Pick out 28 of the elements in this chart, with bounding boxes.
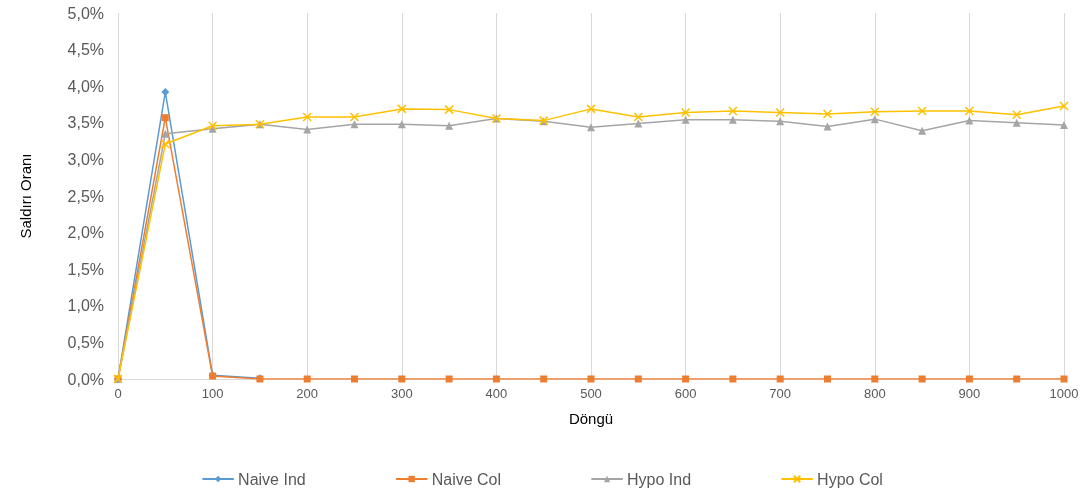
y-tick-label: 4,5%	[67, 41, 104, 59]
y-tick-label: 2,0%	[67, 224, 104, 242]
y-tick-label: 1,5%	[67, 260, 104, 278]
y-tick-label: 0,0%	[67, 370, 104, 388]
x-tick-label: 500	[580, 386, 602, 401]
x-tick-label: 200	[296, 386, 319, 401]
y-tick-label: 5,0%	[67, 4, 104, 22]
legend-label: Hypo Col	[817, 470, 883, 488]
x-tick-label: 900	[958, 386, 981, 401]
x-tick-label: 400	[485, 386, 508, 401]
legend-label: Naive Ind	[238, 470, 306, 488]
y-tick-label: 3,0%	[67, 150, 104, 168]
y-tick-label: 4,0%	[67, 77, 104, 95]
x-tick-label: 300	[390, 386, 413, 401]
x-tick-label: 800	[863, 386, 886, 401]
x-tick-label: 600	[674, 386, 697, 401]
y-tick-label: 1,0%	[67, 297, 104, 315]
x-tick-label: 0	[114, 386, 122, 401]
y-tick-label: 0,5%	[67, 333, 104, 351]
y-tick-label: 3,5%	[67, 114, 104, 132]
x-tick-label: 100	[201, 386, 224, 401]
y-tick-label: 2,5%	[67, 187, 104, 205]
x-tick-label: 700	[769, 386, 792, 401]
y-axis-title: Saldırı Oranı	[17, 153, 34, 239]
x-axis-title: Döngü	[568, 410, 614, 427]
x-tick-label: 1000	[1049, 386, 1079, 401]
legend-label: Hypo Ind	[627, 470, 692, 488]
legend-label: Naive Col	[431, 470, 502, 488]
